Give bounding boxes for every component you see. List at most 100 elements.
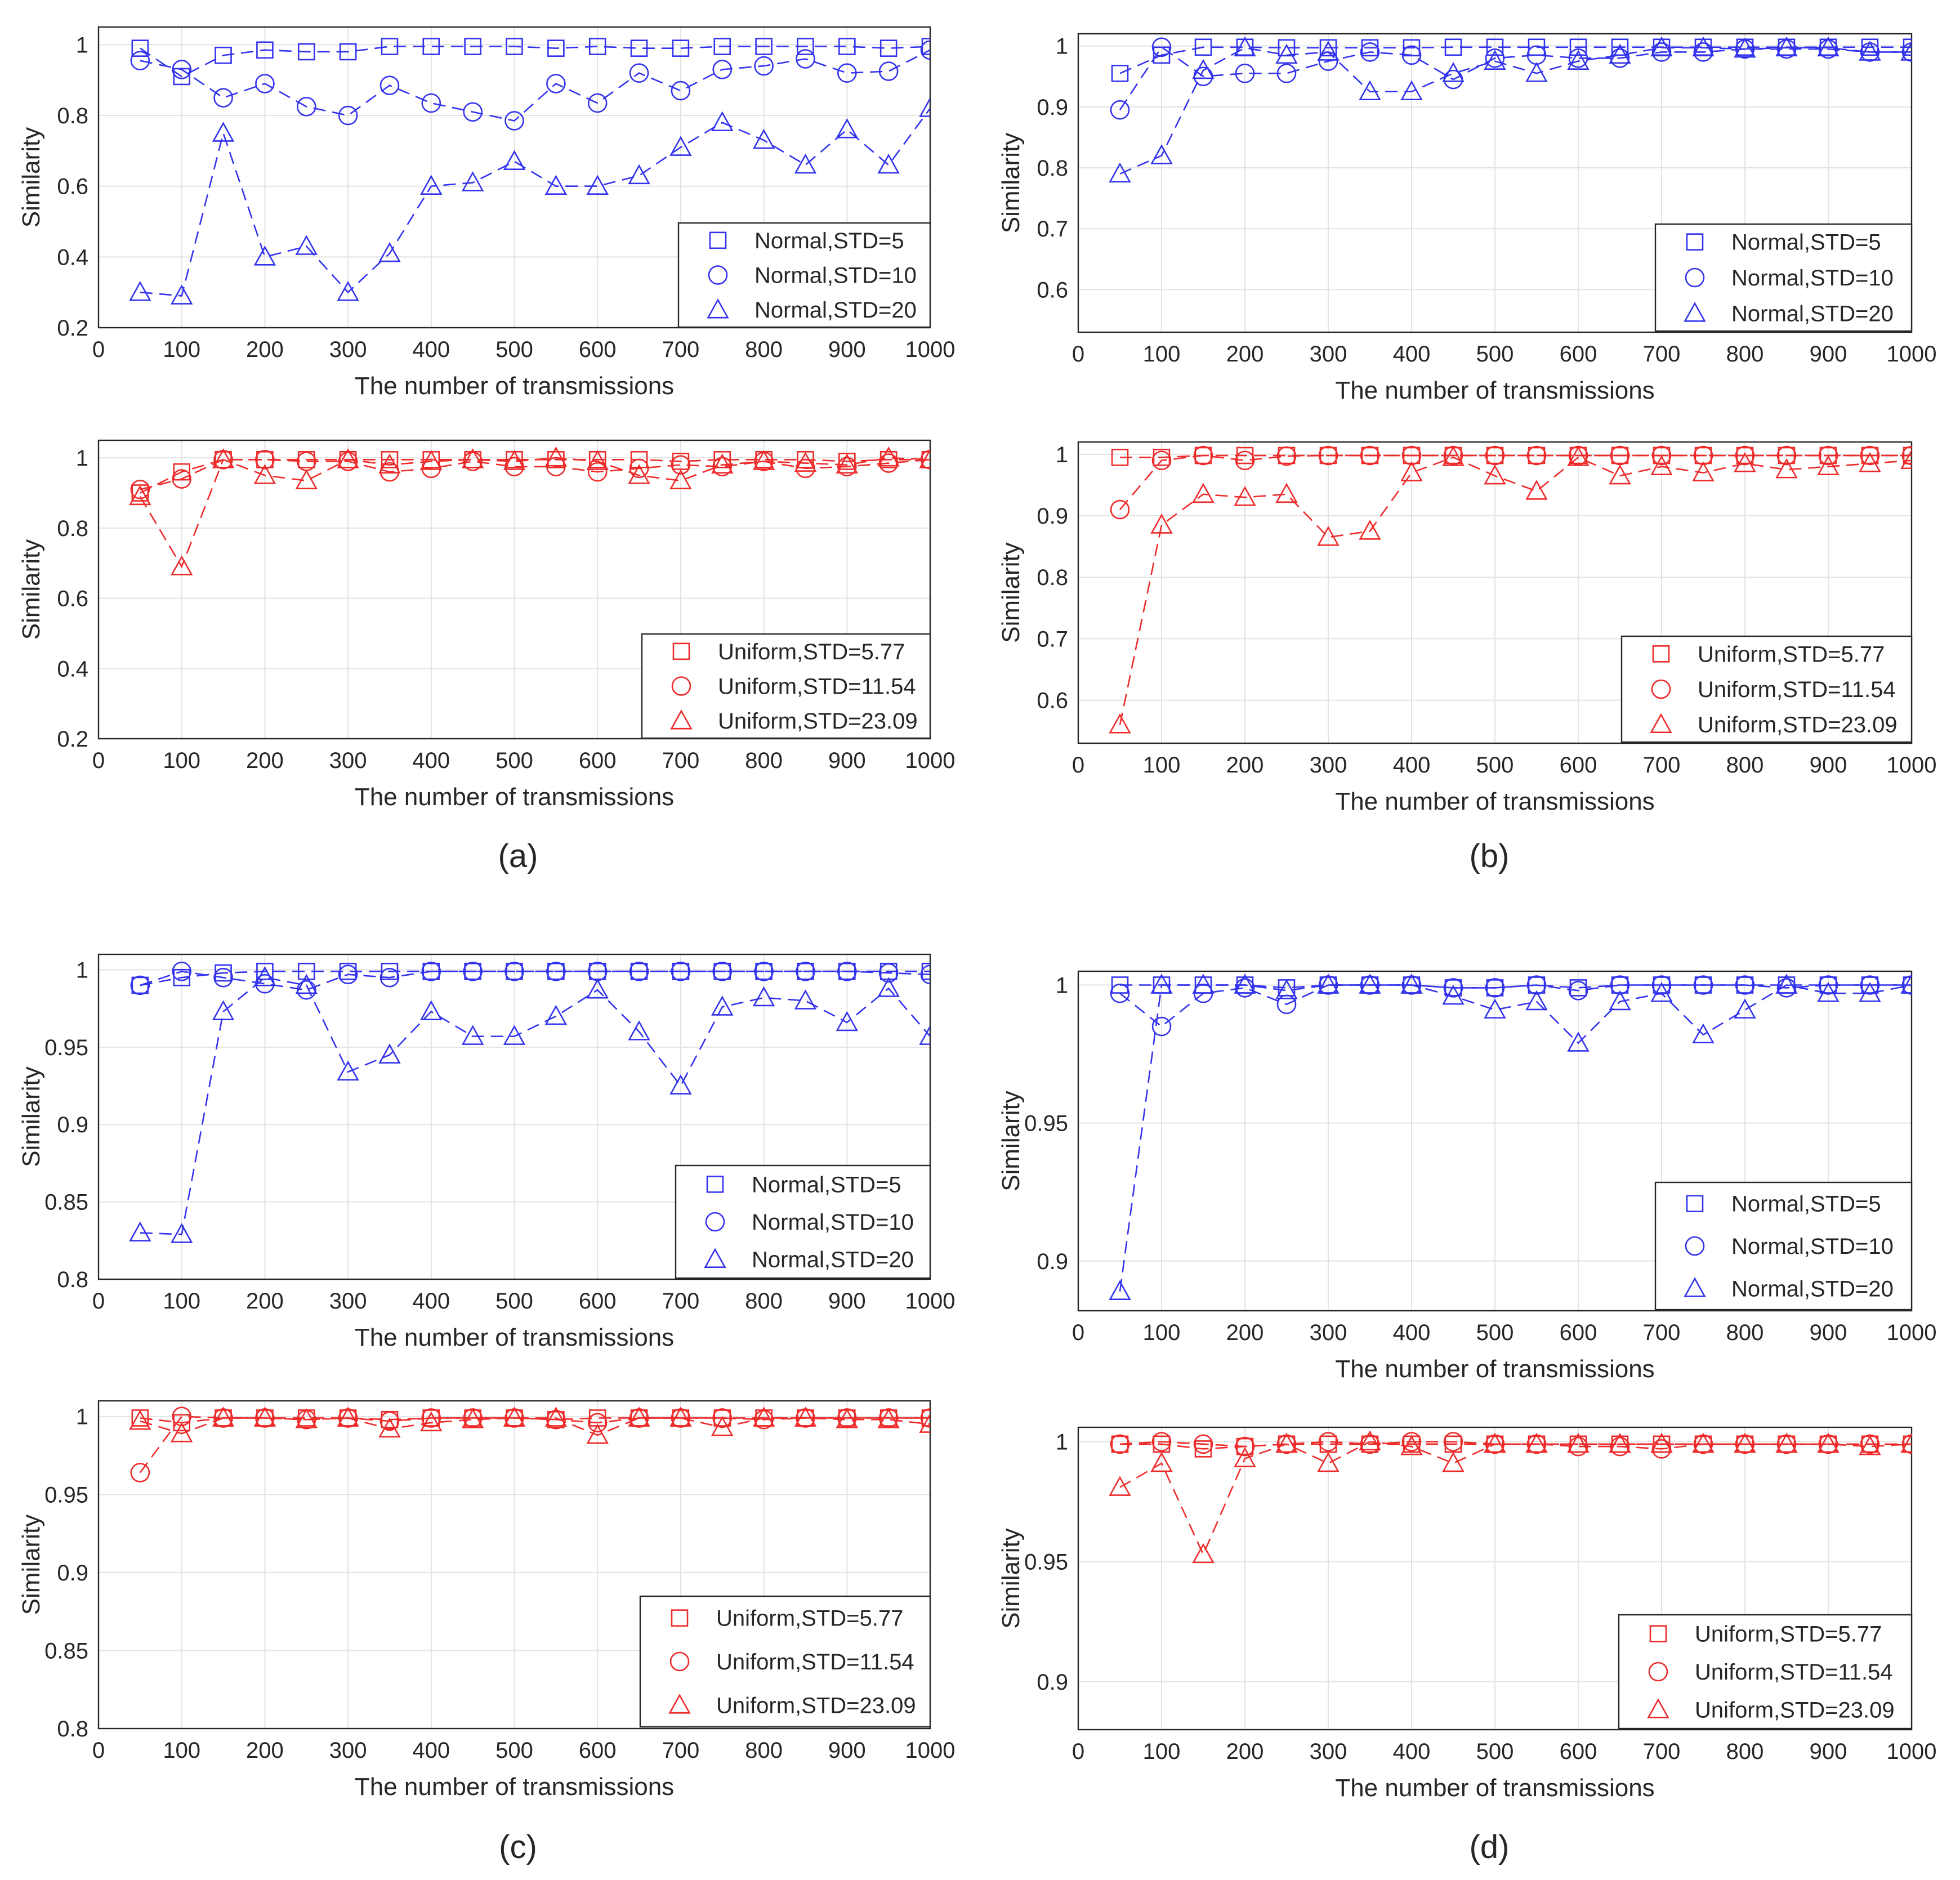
legend-entry: Normal,STD=10 [754, 264, 917, 288]
x-tick-label: 600 [1560, 753, 1597, 778]
x-tick-label: 1000 [905, 748, 956, 773]
series-line-square [140, 46, 930, 78]
chart-c-normal: 0 100 200 300 400 500 600 700 800 900 1000 0.8 0.85 0… [17, 953, 955, 1351]
series-line-circle [1119, 454, 1912, 510]
y-axis-label: Similarity [17, 1066, 45, 1167]
data-point-triangle [1734, 998, 1756, 1019]
series-group [129, 38, 930, 305]
series-group [1109, 974, 1912, 1300]
series-line-triangle [140, 108, 930, 297]
x-tick-label: 500 [1476, 342, 1514, 367]
data-point-circle [1360, 42, 1380, 62]
data-point-circle [213, 88, 233, 108]
data-point-circle [1151, 37, 1172, 57]
data-point-triangle [129, 485, 151, 506]
data-point-circle [296, 97, 316, 117]
x-tick-label: 900 [828, 1738, 866, 1763]
data-point-triangle [1359, 974, 1381, 994]
data-point-square [422, 38, 440, 55]
data-point-triangle [1650, 1432, 1673, 1453]
y-tick-label: 0.4 [57, 245, 88, 270]
data-point-triangle [503, 1025, 526, 1045]
data-point-circle [878, 963, 899, 983]
data-point-circle [671, 455, 691, 475]
data-point-triangle [503, 150, 526, 171]
legend-entry: Normal,STD=10 [752, 1210, 914, 1235]
data-point-triangle [1234, 1447, 1256, 1467]
data-point-circle [796, 49, 815, 69]
data-point-triangle [295, 235, 318, 255]
data-point-triangle [711, 1415, 734, 1436]
data-point-square [1611, 446, 1629, 465]
y-tick-label: 0.6 [57, 175, 88, 199]
x-tick-label: 400 [1393, 342, 1431, 367]
y-axis-label: Similarity [17, 1515, 45, 1615]
data-point-triangle [1775, 974, 1798, 994]
x-tick-label: 400 [1393, 753, 1431, 778]
x-tick-label: 500 [1476, 753, 1514, 778]
data-point-circle [1318, 1432, 1338, 1452]
data-point-circle [1901, 445, 1912, 466]
legend: Uniform,STD=5.77 Uniform,STD=11.54 Uniform… [1620, 635, 1913, 743]
legend-entry: Normal,STD=10 [1731, 1234, 1894, 1259]
data-point-circle [1151, 450, 1172, 471]
data-point-circle [1735, 975, 1755, 995]
data-point-square [838, 962, 856, 980]
x-tick-label: 900 [828, 748, 866, 773]
data-point-triangle [628, 1020, 650, 1041]
data-point-triangle [1609, 464, 1631, 485]
data-point-square [381, 450, 399, 468]
data-point-triangle [919, 448, 930, 468]
data-point-triangle [1775, 458, 1798, 479]
data-point-triangle [1275, 1432, 1298, 1453]
data-point-circle [629, 458, 649, 479]
legend-marker-triangle [1650, 713, 1672, 733]
data-point-triangle [752, 986, 775, 1007]
x-tick-label: 0 [92, 1738, 105, 1763]
x-axis-label: The number of transmissions [1335, 1355, 1654, 1383]
data-point-square [1111, 65, 1129, 82]
x-tick-label: 900 [828, 337, 866, 362]
data-point-triangle [1525, 62, 1548, 82]
y-tick-label: 0.6 [57, 587, 88, 611]
data-point-square [173, 968, 191, 986]
data-point-triangle [1775, 1432, 1798, 1453]
legend-entry: Normal,STD=20 [1731, 301, 1894, 326]
data-point-circle [796, 961, 815, 981]
x-tick-label: 0 [1072, 1320, 1084, 1345]
data-point-triangle [1317, 974, 1340, 994]
series-line-triangle [1119, 456, 1912, 725]
data-point-circle [338, 105, 358, 126]
data-point-triangle [1609, 1432, 1631, 1453]
data-point-triangle [877, 153, 900, 174]
data-point-triangle [1234, 486, 1256, 506]
axes-box [1077, 33, 1913, 333]
x-tick-label: 1000 [1887, 753, 1937, 778]
data-point-square [256, 962, 274, 980]
data-point-square [838, 38, 856, 55]
data-point-triangle [378, 242, 401, 262]
data-point-circle [1610, 48, 1630, 68]
data-point-triangle [836, 1011, 859, 1031]
data-point-circle [1693, 975, 1713, 995]
y-axis-label: Similarity [997, 542, 1025, 642]
data-point-circle [1151, 1432, 1172, 1452]
data-point-triangle [711, 111, 734, 131]
x-tick-label: 900 [1810, 342, 1847, 367]
legend-marker-circle [1648, 1662, 1668, 1682]
data-point-circle [1860, 1434, 1880, 1454]
legend-marker-triangle [707, 298, 729, 319]
data-point-triangle [1609, 990, 1631, 1011]
data-point-circle [754, 1409, 774, 1430]
series-line-triangle [139, 457, 930, 569]
data-point-circle [546, 1409, 566, 1430]
data-point-triangle [669, 469, 692, 490]
data-point-circle [463, 452, 483, 471]
x-tick-label: 1000 [905, 337, 956, 362]
data-point-triangle [1192, 974, 1215, 994]
data-point-circle [587, 93, 608, 113]
data-point-circle [213, 967, 233, 988]
x-axis-label: The number of transmissions [355, 1324, 674, 1351]
legend-entry: Uniform,STD=5.77 [718, 640, 905, 664]
